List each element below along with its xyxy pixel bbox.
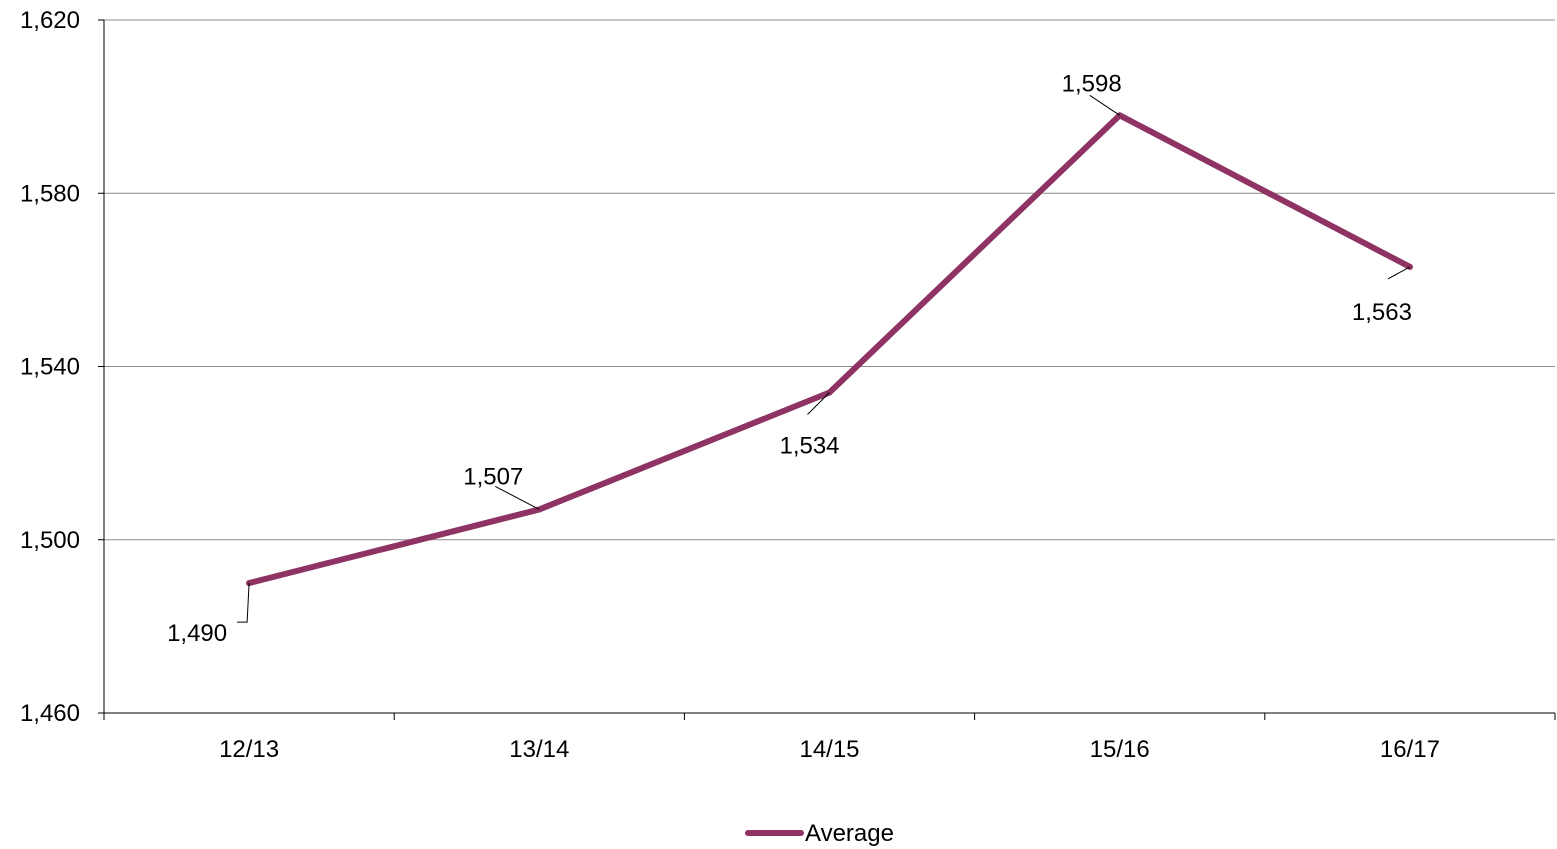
x-tick-label: 13/14 (509, 736, 569, 763)
x-axis-ticks: 12/13 13/14 14/15 15/16 16/17 (103, 713, 1556, 763)
x-tick-label: 16/17 (1380, 736, 1440, 763)
x-tick-label: 14/15 (799, 736, 859, 763)
legend: Average (745, 820, 894, 847)
data-label: 1,598 (1062, 70, 1122, 97)
data-label-leader (495, 485, 540, 510)
data-label-leader (1089, 94, 1120, 116)
gridlines (104, 19, 1555, 541)
series-layer (246, 112, 1413, 587)
data-labels-layer: 1,490 1,507 1,534 1,598 1,563 (167, 70, 1412, 647)
data-label: 1,534 (779, 432, 839, 459)
data-label: 1,507 (463, 463, 523, 490)
legend-label-average: Average (805, 820, 894, 847)
y-axis-ticks: 1,460 1,500 1,540 1,580 1,620 (20, 7, 104, 727)
y-tick-label: 1,580 (20, 180, 80, 207)
y-tick-label: 1,500 (20, 527, 80, 554)
data-label-leader (1387, 266, 1411, 280)
data-label: 1,490 (167, 620, 227, 647)
series-line-average (246, 112, 1413, 587)
x-tick-label: 15/16 (1090, 736, 1150, 763)
data-label: 1,563 (1352, 299, 1412, 326)
data-point (536, 506, 543, 513)
data-label-leader (807, 392, 830, 415)
y-tick-label: 1,620 (20, 7, 80, 34)
y-tick-label: 1,540 (20, 354, 80, 381)
x-tick-label: 12/13 (219, 736, 279, 763)
y-tick-label: 1,460 (20, 700, 80, 727)
data-label-leader (237, 583, 250, 623)
